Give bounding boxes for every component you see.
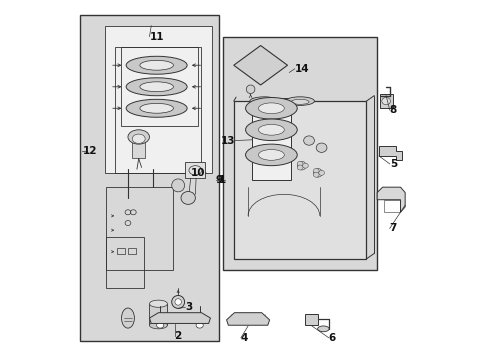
Text: 5: 5 <box>389 159 396 169</box>
Ellipse shape <box>121 308 134 328</box>
Ellipse shape <box>379 147 386 154</box>
Polygon shape <box>226 313 269 325</box>
Ellipse shape <box>126 78 187 96</box>
Ellipse shape <box>302 163 308 168</box>
Ellipse shape <box>149 321 167 329</box>
Text: 11: 11 <box>149 32 163 41</box>
Bar <box>132 137 145 158</box>
Ellipse shape <box>196 322 203 328</box>
Polygon shape <box>149 313 210 323</box>
Text: 12: 12 <box>82 146 97 156</box>
Ellipse shape <box>317 326 328 332</box>
Ellipse shape <box>175 299 181 305</box>
Ellipse shape <box>316 143 326 152</box>
Ellipse shape <box>313 168 322 177</box>
Polygon shape <box>378 146 402 160</box>
Text: 1: 1 <box>218 175 225 185</box>
Ellipse shape <box>246 85 254 94</box>
Ellipse shape <box>171 179 184 192</box>
Ellipse shape <box>245 98 297 119</box>
Ellipse shape <box>132 134 145 143</box>
Ellipse shape <box>253 58 267 72</box>
Text: 8: 8 <box>389 105 396 115</box>
Ellipse shape <box>255 99 273 104</box>
Bar <box>384 200 400 212</box>
Bar <box>121 47 198 126</box>
Text: 4: 4 <box>241 333 248 343</box>
Bar <box>149 304 167 325</box>
Ellipse shape <box>297 161 303 166</box>
Text: 3: 3 <box>185 302 192 312</box>
Bar <box>106 237 144 288</box>
Bar <box>115 47 201 173</box>
Text: 13: 13 <box>220 136 234 145</box>
Bar <box>185 162 204 178</box>
Ellipse shape <box>303 136 314 145</box>
Ellipse shape <box>171 296 184 309</box>
Ellipse shape <box>258 103 284 114</box>
Bar <box>106 187 172 270</box>
Text: 14: 14 <box>294 64 309 74</box>
Ellipse shape <box>181 192 195 204</box>
Ellipse shape <box>128 130 149 144</box>
Text: 9: 9 <box>215 175 223 185</box>
Bar <box>80 15 219 341</box>
Ellipse shape <box>126 99 187 117</box>
Bar <box>233 101 366 259</box>
Ellipse shape <box>297 161 305 170</box>
Polygon shape <box>233 45 287 85</box>
Ellipse shape <box>313 172 319 177</box>
Bar <box>117 248 125 253</box>
Ellipse shape <box>149 300 167 307</box>
Ellipse shape <box>297 165 303 170</box>
Ellipse shape <box>258 149 284 160</box>
Ellipse shape <box>126 56 187 74</box>
Text: 6: 6 <box>328 333 335 343</box>
Ellipse shape <box>285 97 314 105</box>
Ellipse shape <box>313 168 319 174</box>
Bar <box>104 26 212 173</box>
Bar <box>128 248 136 253</box>
Ellipse shape <box>245 119 297 140</box>
Ellipse shape <box>140 60 173 70</box>
Ellipse shape <box>258 125 284 135</box>
Bar <box>251 98 290 180</box>
Text: 2: 2 <box>174 331 182 341</box>
Ellipse shape <box>318 170 324 175</box>
Ellipse shape <box>381 98 389 105</box>
Polygon shape <box>376 187 405 212</box>
Bar <box>305 314 317 325</box>
Ellipse shape <box>245 144 297 166</box>
Text: 7: 7 <box>389 224 396 233</box>
Ellipse shape <box>290 99 308 104</box>
Text: 10: 10 <box>191 168 205 178</box>
Ellipse shape <box>156 322 163 328</box>
Ellipse shape <box>249 97 278 105</box>
Ellipse shape <box>140 82 173 92</box>
Ellipse shape <box>140 103 173 113</box>
Bar <box>379 94 392 108</box>
Bar <box>223 37 376 270</box>
